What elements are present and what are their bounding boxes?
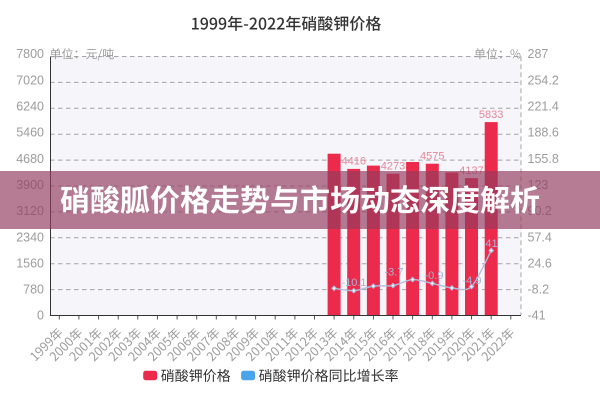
- svg-text:-41: -41: [528, 308, 546, 322]
- svg-text:4416: 4416: [342, 156, 366, 168]
- svg-text:24.6: 24.6: [528, 256, 552, 270]
- svg-text:57.4: 57.4: [528, 230, 552, 244]
- svg-text:7800: 7800: [16, 47, 44, 61]
- svg-text:254.2: 254.2: [528, 73, 559, 87]
- svg-text:0: 0: [37, 308, 44, 322]
- svg-text:7020: 7020: [16, 73, 44, 87]
- svg-text:5833: 5833: [479, 109, 503, 121]
- svg-text:-0.9: -0.9: [425, 270, 444, 282]
- svg-text:2340: 2340: [16, 230, 44, 244]
- svg-text:41: 41: [485, 238, 497, 250]
- svg-text:5460: 5460: [16, 126, 44, 140]
- svg-text:-10.1: -10.1: [341, 277, 366, 289]
- svg-text:4273: 4273: [381, 161, 405, 173]
- svg-text:-4.9: -4.9: [463, 275, 482, 287]
- svg-text:4680: 4680: [16, 152, 44, 166]
- svg-text:780: 780: [23, 283, 44, 297]
- svg-text:1560: 1560: [16, 256, 44, 270]
- svg-text:188.6: 188.6: [528, 126, 559, 140]
- svg-text:287: 287: [528, 47, 549, 61]
- svg-text:6240: 6240: [16, 99, 44, 113]
- svg-text:-8.2: -8.2: [528, 283, 550, 297]
- svg-text:155.8: 155.8: [528, 152, 559, 166]
- svg-text:221.4: 221.4: [528, 99, 559, 113]
- svg-text:-3.7: -3.7: [385, 267, 404, 279]
- svg-text:4575: 4575: [420, 151, 444, 163]
